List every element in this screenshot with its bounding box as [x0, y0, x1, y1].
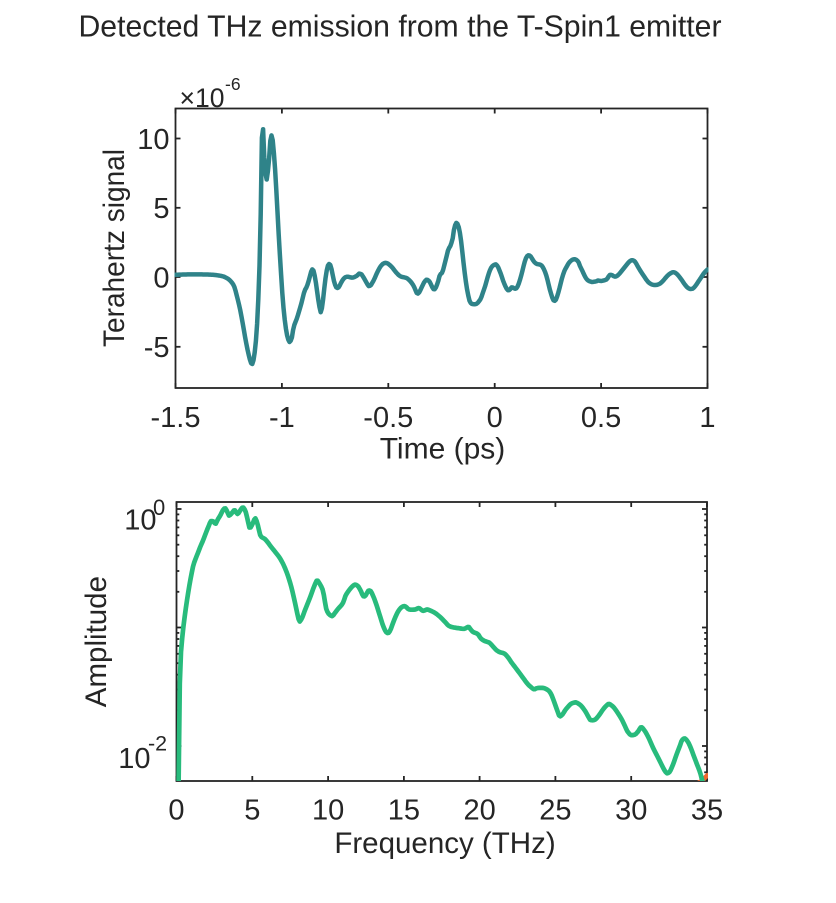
svg-text:-1: -1 [269, 402, 295, 434]
svg-text:20: 20 [463, 795, 495, 827]
svg-text:5: 5 [244, 795, 260, 827]
svg-text:Time (ps): Time (ps) [380, 433, 506, 466]
svg-text:0: 0 [487, 402, 503, 434]
svg-text:Amplitude: Amplitude [80, 576, 113, 707]
svg-text:-6: -6 [225, 74, 241, 94]
svg-text:0: 0 [168, 795, 184, 827]
svg-text:25: 25 [539, 795, 571, 827]
svg-text:30: 30 [615, 795, 647, 827]
svg-text:1: 1 [699, 402, 715, 434]
svg-text:35: 35 [691, 795, 723, 827]
svg-text:-1.5: -1.5 [151, 402, 201, 434]
svg-text:10: 10 [312, 795, 344, 827]
svg-text:Terahertz signal: Terahertz signal [98, 149, 131, 347]
svg-text:0.5: 0.5 [581, 402, 621, 434]
svg-text:0: 0 [153, 262, 169, 294]
svg-text:0: 0 [153, 495, 165, 520]
svg-text:Detected THz emission from the: Detected THz emission from the T-Spin1 e… [79, 10, 722, 44]
svg-text:15: 15 [388, 795, 420, 827]
svg-text:10: 10 [118, 743, 150, 775]
svg-text:-0.5: -0.5 [363, 402, 413, 434]
svg-text:Frequency (THz): Frequency (THz) [334, 827, 555, 860]
svg-text:10: 10 [124, 504, 156, 536]
svg-text:-2: -2 [148, 732, 167, 756]
svg-text:-5: -5 [144, 332, 170, 364]
svg-text:10: 10 [137, 124, 169, 156]
svg-text:5: 5 [153, 193, 169, 225]
